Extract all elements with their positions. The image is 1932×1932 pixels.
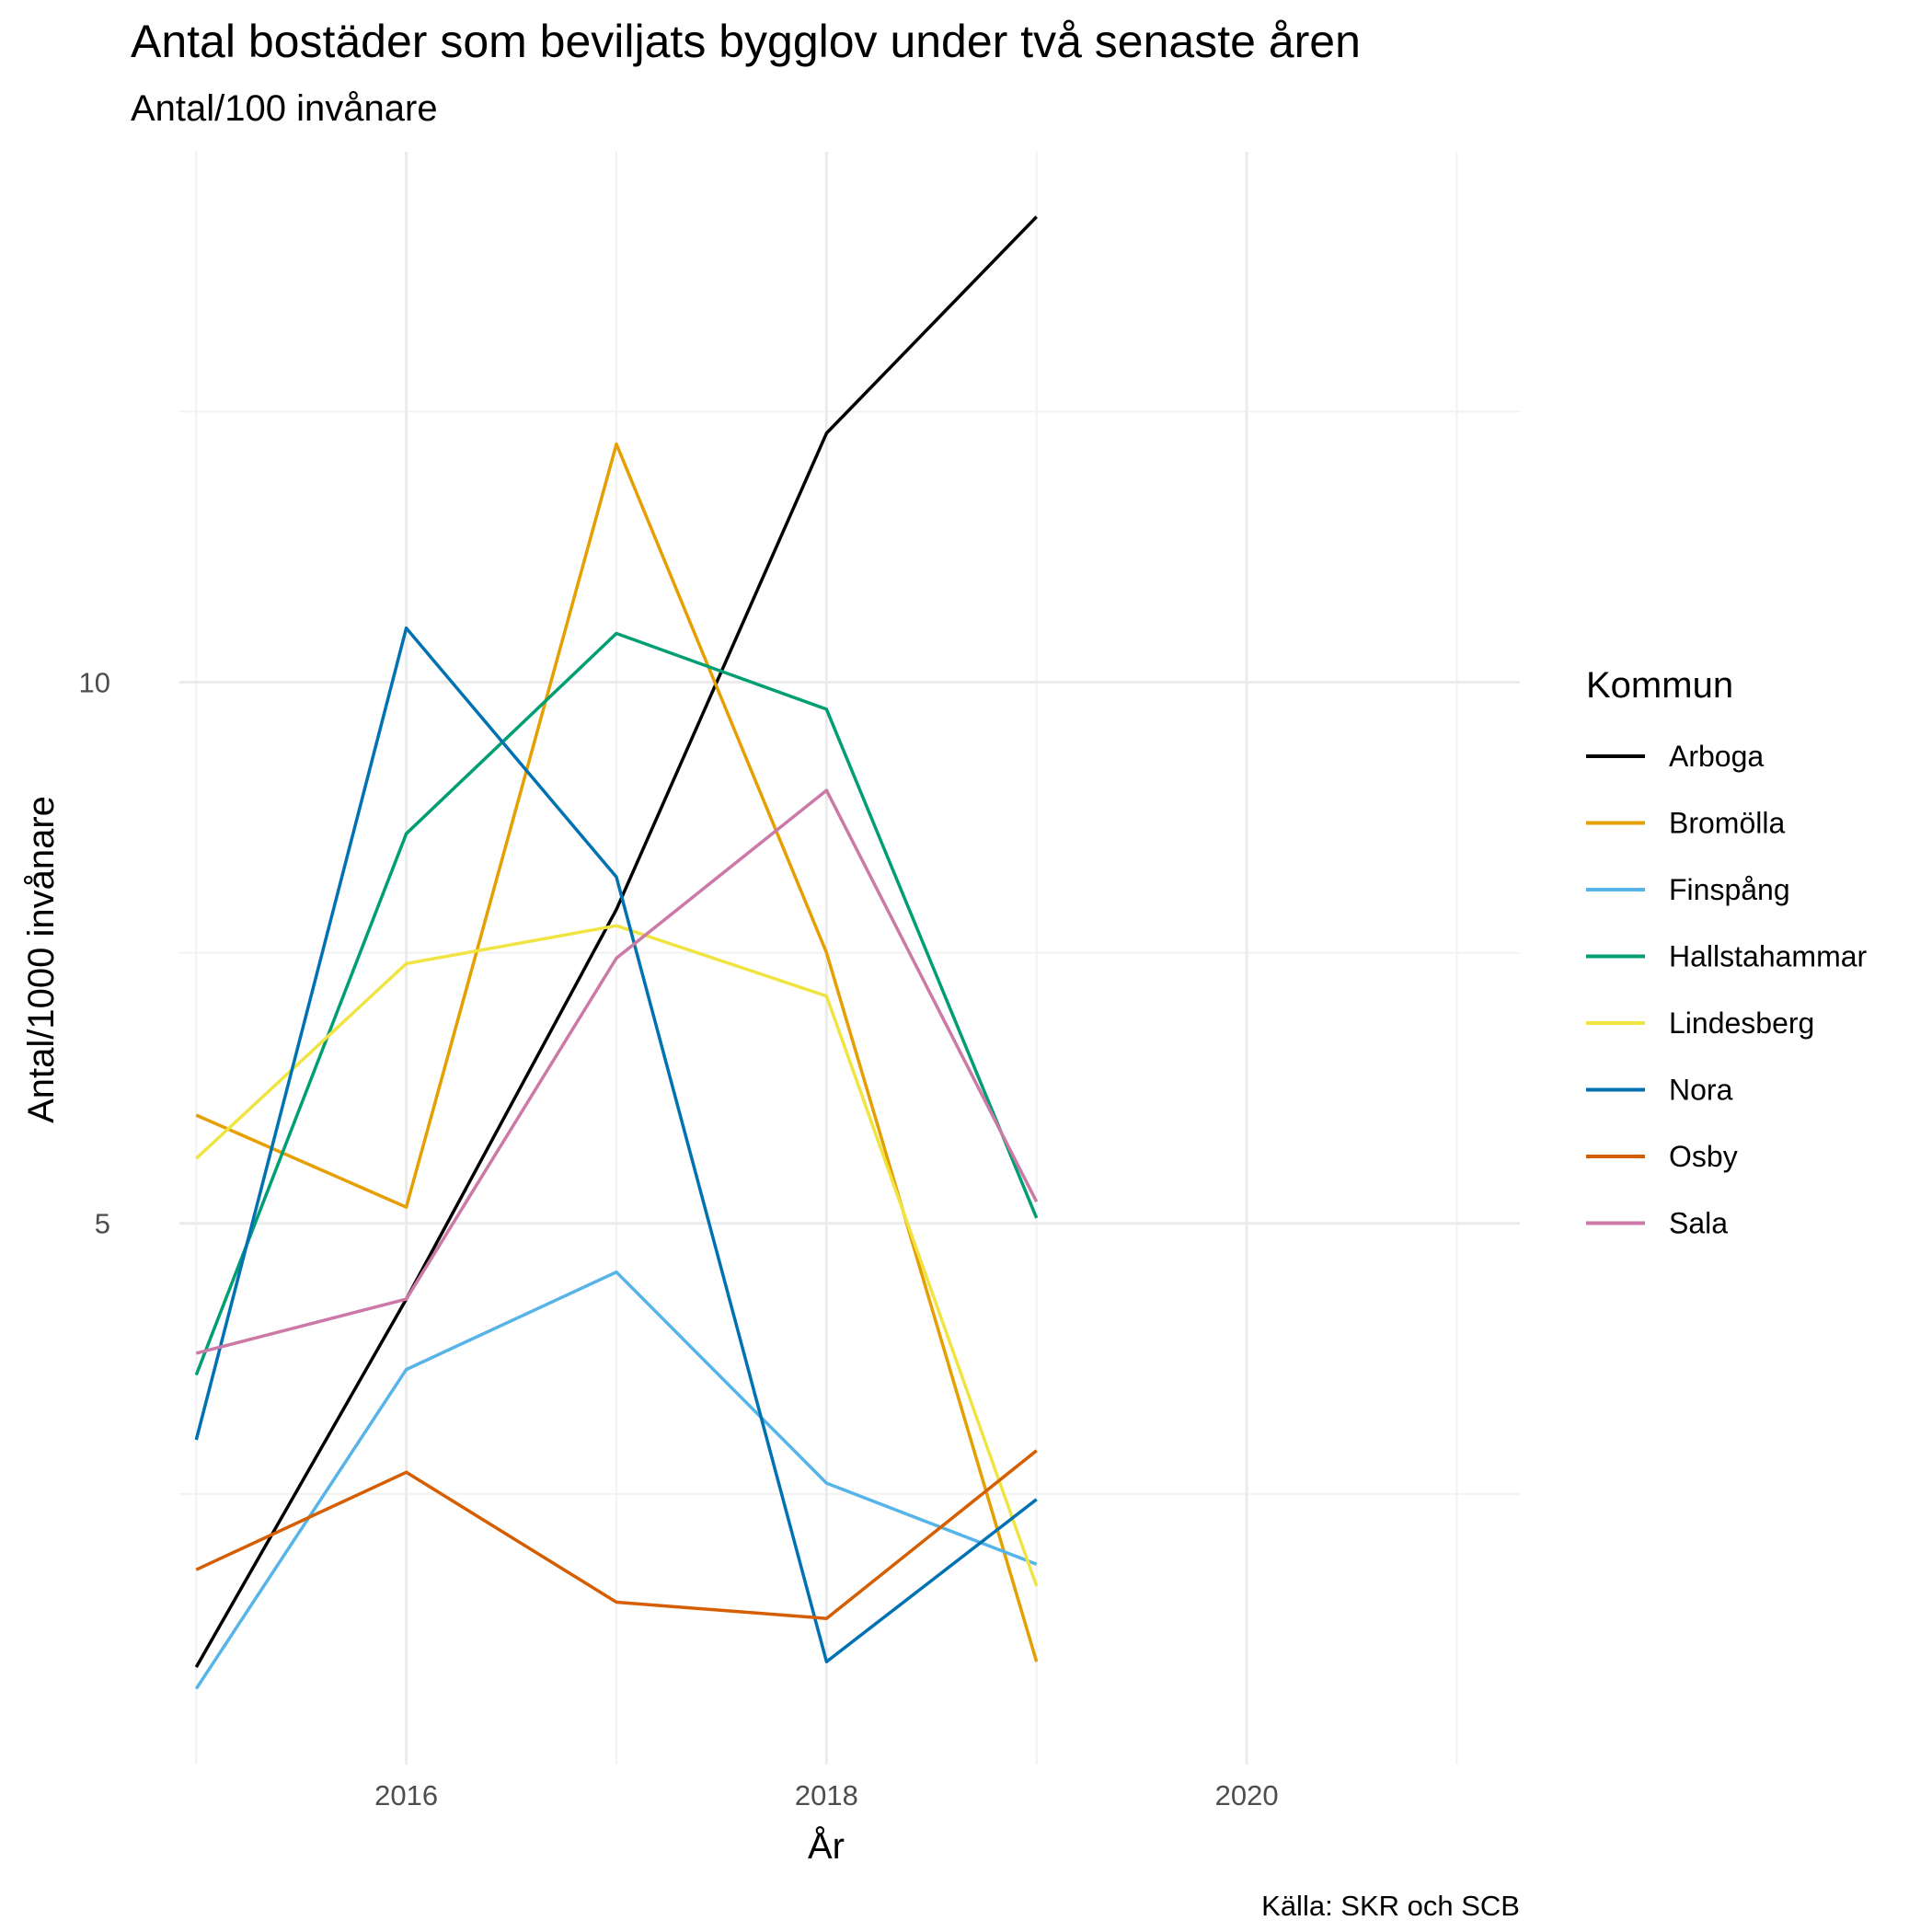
x-axis-title: År: [808, 1825, 845, 1867]
series-line-nora: [194, 626, 1038, 1663]
legend-title: Kommun: [1586, 665, 1733, 706]
series-line-lindesberg: [195, 924, 1039, 1587]
legend-label: Lindesberg: [1669, 1006, 1814, 1040]
legend: Kommun Arboga Bromölla Finspång Hallstahamm…: [1586, 665, 1868, 1240]
y-tick-label: 5: [95, 1208, 110, 1240]
legend-label: Finspång: [1669, 873, 1790, 906]
x-axis-ticks: 2016 2018 2020: [374, 1779, 1278, 1811]
y-axis-ticks: 5 10: [79, 666, 110, 1239]
series-line-sala: [195, 788, 1039, 1355]
series-line-hallstahammar: [194, 631, 1039, 1376]
series-line-osby: [195, 1449, 1038, 1620]
x-tick-label: 2018: [795, 1779, 858, 1811]
grid: [179, 152, 1520, 1765]
chart-subtitle: Antal/100 invånare: [131, 88, 438, 129]
legend-label: Osby: [1669, 1140, 1738, 1173]
chart-title: Antal bostäder som beviljats bygglov und…: [131, 16, 1361, 67]
legend-label: Sala: [1669, 1207, 1728, 1240]
chart-caption: Källa: SKR och SCB: [1261, 1890, 1520, 1922]
y-axis-title: Antal/1000 invånare: [21, 796, 62, 1123]
legend-label: Bromölla: [1669, 807, 1785, 840]
series-line-finspång: [194, 1270, 1038, 1690]
x-tick-label: 2020: [1215, 1779, 1279, 1811]
series-lines: [194, 215, 1039, 1690]
legend-label: Nora: [1669, 1074, 1733, 1107]
legend-label: Arboga: [1669, 740, 1764, 773]
series-line-arboga: [194, 215, 1038, 1668]
y-tick-label: 10: [79, 666, 110, 698]
legend-label: Hallstahammar: [1669, 940, 1868, 973]
x-tick-label: 2016: [374, 1779, 438, 1811]
